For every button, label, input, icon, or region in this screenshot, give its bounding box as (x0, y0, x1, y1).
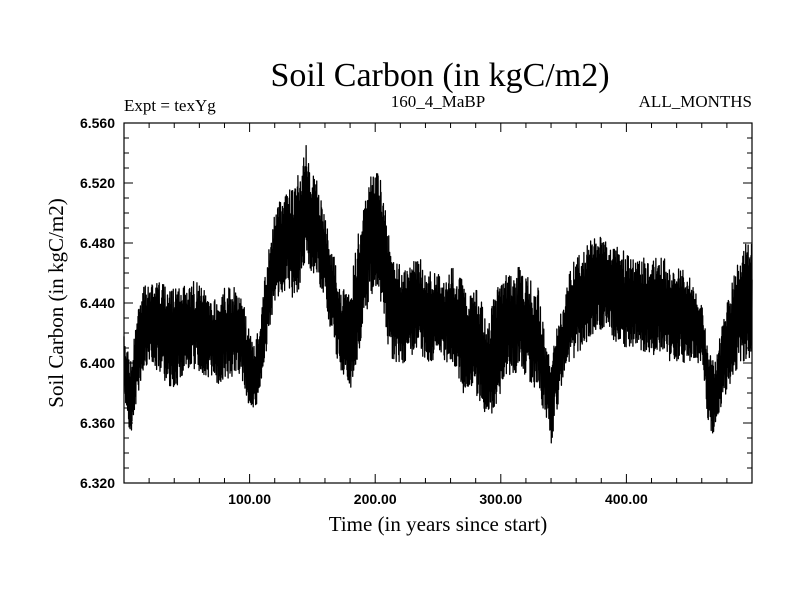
soil-carbon-series-line (123, 145, 753, 444)
experiment-label: Expt = texYg (124, 96, 216, 115)
x-tick-label: 400.00 (605, 491, 648, 507)
y-tick-label: 6.320 (80, 475, 115, 491)
y-tick-label: 6.560 (80, 115, 115, 131)
chart-title: Soil Carbon (in kgC/m2) (270, 57, 609, 94)
x-axis-label: Time (in years since start) (329, 512, 548, 536)
tick-layer: 100.00 200.00 300.00 400.00 6.320 6.360 6.400 6… (80, 115, 752, 507)
y-axis-label: Soil Carbon (in kgC/m2) (44, 198, 68, 407)
period-label: 160_4_MaBP (391, 92, 485, 111)
y-tick-label: 6.440 (80, 295, 115, 311)
months-label: ALL_MONTHS (639, 92, 752, 111)
series-layer (123, 145, 753, 444)
y-tick-label: 6.480 (80, 235, 115, 251)
y-tick-label: 6.360 (80, 415, 115, 431)
y-tick-label: 6.400 (80, 355, 115, 371)
x-tick-label: 200.00 (354, 491, 397, 507)
plot-frame (123, 122, 753, 484)
x-tick-label: 300.00 (479, 491, 522, 507)
y-tick-label: 6.520 (80, 175, 115, 191)
x-tick-label: 100.00 (228, 491, 271, 507)
